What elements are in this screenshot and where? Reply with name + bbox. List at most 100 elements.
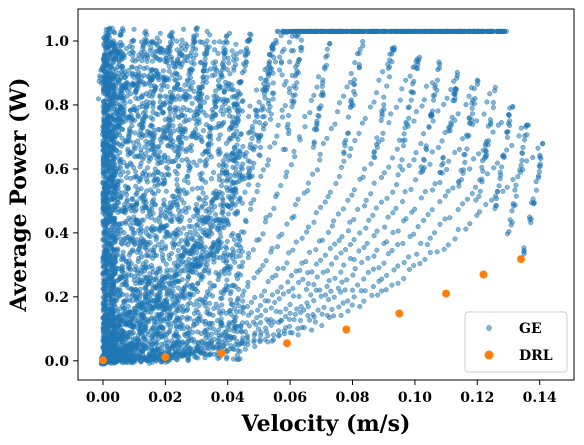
ge-point <box>109 305 115 311</box>
ge-point <box>215 50 221 56</box>
ge-point <box>153 237 159 243</box>
ge-point <box>397 97 403 103</box>
ge-point <box>131 239 137 245</box>
ge-point <box>144 188 150 194</box>
ge-point <box>394 182 400 188</box>
ge-point <box>187 284 193 290</box>
ge-point <box>241 68 247 74</box>
ge-point <box>102 119 108 125</box>
ge-point <box>278 33 284 39</box>
ge-point <box>303 259 309 265</box>
ge-point <box>202 219 209 225</box>
ge-point <box>240 98 246 104</box>
ge-point <box>314 28 320 34</box>
ge-point <box>371 154 377 160</box>
ge-point <box>204 38 210 44</box>
ge-point <box>225 97 231 104</box>
ge-point <box>496 28 503 34</box>
ge-point <box>216 151 222 157</box>
ge-point <box>367 104 373 110</box>
ge-point <box>289 33 295 39</box>
ge-point <box>125 185 131 191</box>
ge-point <box>184 231 190 238</box>
ge-point <box>247 144 253 151</box>
ge-point <box>144 58 150 64</box>
ge-point <box>150 249 157 255</box>
ge-point <box>218 295 224 301</box>
ge-point <box>340 206 346 212</box>
ge-point <box>215 78 222 84</box>
ge-point <box>229 125 235 131</box>
ge-point <box>143 259 149 265</box>
ge-point <box>406 115 412 121</box>
ge-point <box>130 324 136 330</box>
ge-point <box>386 74 392 80</box>
ge-point <box>272 299 278 305</box>
ge-point <box>274 244 280 250</box>
ge-point <box>128 175 134 182</box>
ge-point <box>150 101 156 107</box>
ge-point <box>112 117 118 123</box>
ge-point <box>164 207 170 213</box>
ge-point <box>187 86 193 92</box>
ge-point <box>174 333 180 339</box>
ge-point <box>129 116 135 123</box>
ge-point <box>352 138 358 144</box>
ge-point <box>319 89 326 95</box>
ge-point <box>224 40 230 46</box>
ge-point <box>242 153 248 159</box>
ge-point <box>233 187 239 193</box>
ge-point <box>184 107 190 113</box>
ge-point <box>341 158 347 164</box>
ge-point <box>157 99 163 105</box>
ge-point <box>135 113 141 120</box>
ge-point <box>143 204 149 210</box>
ge-point <box>171 236 177 242</box>
ge-point <box>148 288 154 294</box>
ge-point <box>204 94 210 101</box>
ge-point <box>117 157 123 163</box>
ge-point <box>213 195 219 201</box>
ge-point <box>186 274 192 280</box>
ge-point <box>194 162 200 168</box>
ge-point <box>266 59 273 65</box>
ge-point <box>188 142 195 148</box>
ge-point <box>221 161 227 167</box>
ge-point <box>138 222 144 228</box>
ge-point <box>177 96 183 102</box>
ge-point <box>131 74 137 80</box>
ge-point <box>107 163 113 169</box>
ge-point <box>224 324 231 330</box>
ge-point <box>234 128 240 134</box>
ge-point <box>181 26 187 32</box>
ge-point <box>175 135 182 141</box>
ge-point <box>106 102 113 108</box>
ge-point <box>259 107 265 113</box>
ge-point <box>125 304 131 310</box>
ge-point <box>486 28 492 34</box>
ge-point <box>179 37 185 43</box>
ge-point <box>349 192 355 198</box>
ge-point <box>114 51 120 57</box>
ge-point <box>260 262 266 269</box>
ge-point <box>386 120 392 126</box>
ge-point <box>187 315 193 321</box>
ge-point <box>130 57 136 63</box>
ge-point <box>105 112 111 118</box>
ge-point <box>162 274 168 280</box>
ge-point <box>379 111 385 117</box>
ge-point <box>351 82 357 88</box>
ge-point <box>227 291 233 297</box>
ge-point <box>229 301 235 308</box>
ge-point <box>117 274 123 280</box>
ge-point <box>329 28 335 34</box>
ge-point <box>133 191 139 198</box>
ge-point <box>109 242 115 248</box>
ge-point <box>216 85 222 91</box>
ge-point <box>129 196 135 202</box>
ge-point <box>240 298 246 304</box>
ge-point <box>107 83 114 89</box>
ge-point-cloud <box>95 25 546 367</box>
ge-point <box>186 223 192 229</box>
ge-point <box>189 100 195 106</box>
